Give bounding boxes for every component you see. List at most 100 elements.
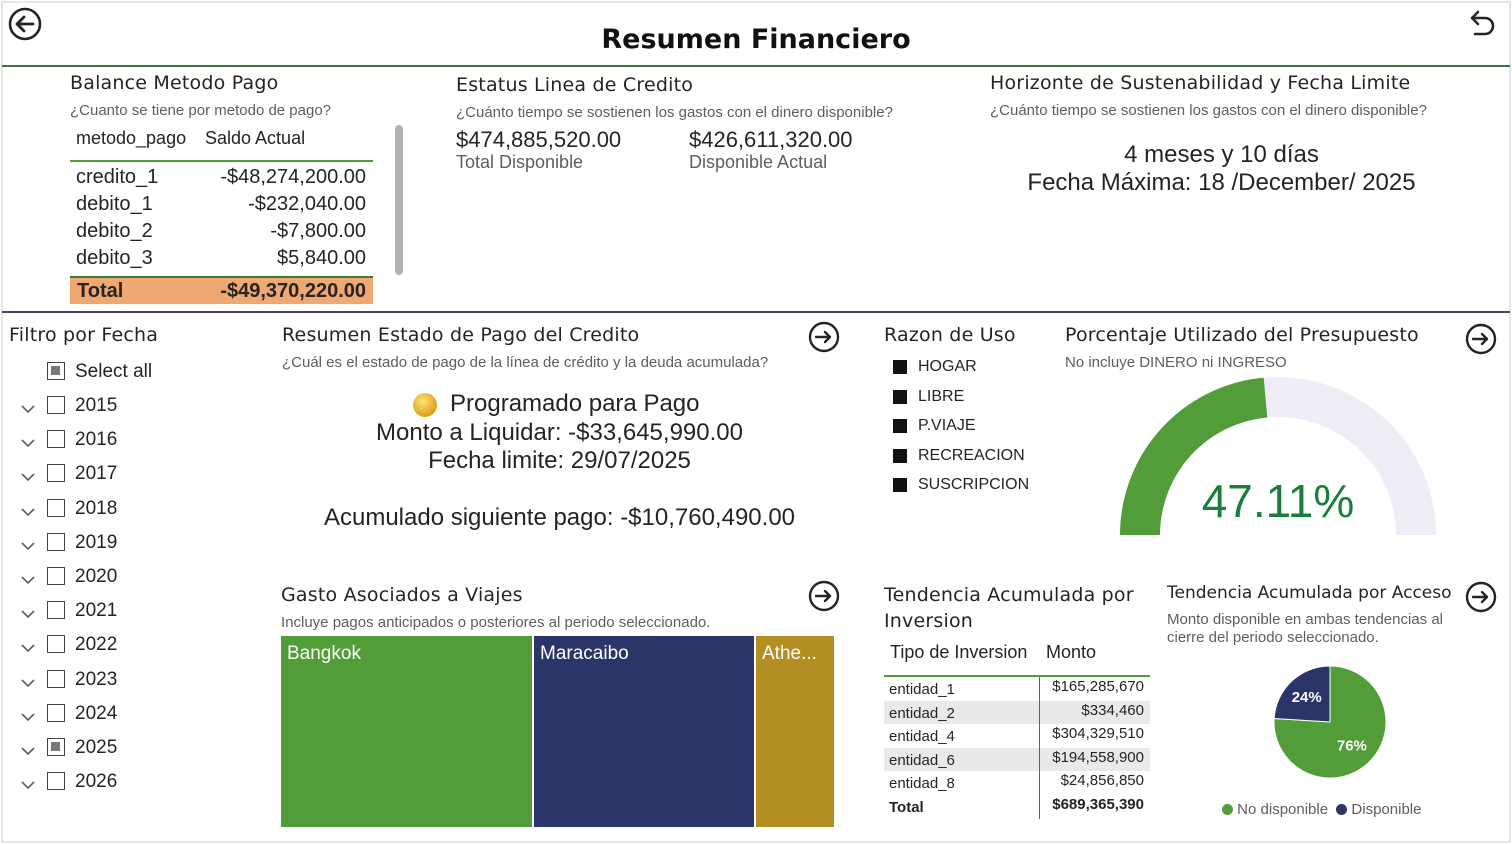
year-checkbox-2022[interactable] [47,635,65,654]
payment-status: Programado para Pago [450,390,700,417]
balance-col-metodo[interactable]: metodo_pago [76,128,187,148]
inversion-col-tipo[interactable]: Tipo de Inversion [890,642,1028,662]
pie-slice-1[interactable] [1273,665,1331,723]
treemap-cell-label: Maracaibo [540,643,629,664]
inversion-row[interactable]: entidad_1 $165,285,670 [884,677,1150,700]
legend-marker [893,419,907,433]
chevron-down-icon[interactable] [21,640,35,653]
presupuesto-title: Porcentaje Utilizado del Presupuesto [1065,324,1419,346]
gauge-fill [1120,377,1268,535]
select-all-checkbox[interactable] [47,362,65,380]
treemap-cell-1[interactable]: Maracaibo [534,636,754,827]
year-checkbox-2025[interactable] [47,738,65,756]
year-checkbox-2026[interactable] [47,772,65,791]
inversion-title-line1: Tendencia Acumulada por [884,584,1134,606]
balance-subtitle: ¿Cuanto se tiene por metodo de pago? [70,102,332,119]
balance-row[interactable]: credito_1 -$48,274,200.00 [70,166,373,193]
razon-item-pviaje[interactable]: P.VIAJE [918,417,976,434]
balance-row[interactable]: debito_2 -$7,800.00 [70,220,373,247]
chevron-down-icon[interactable] [21,743,35,756]
razon-item-recreacion[interactable]: RECREACION [918,446,1025,464]
razon-item-suscripcion[interactable]: SUSCRIPCION [918,476,1030,493]
year-label-2016: 2016 [75,429,118,451]
treemap-cell-label: Bangkok [287,643,361,664]
header: Resumen Financiero [0,0,1512,66]
chevron-down-icon[interactable] [21,538,35,550]
year-checkbox-2019[interactable] [47,532,65,551]
balance-row-metodo: debito_1 [76,193,153,215]
disponible-actual-label: Disponible Actual [689,152,828,172]
year-label-2015: 2015 [75,395,118,416]
chevron-down-icon[interactable] [21,435,35,448]
year-checkbox-2016[interactable] [47,430,65,449]
year-checkbox-2015[interactable] [47,396,65,414]
budget-gauge [1120,377,1436,535]
chevron-down-icon[interactable] [21,572,35,585]
estado-pago-subtitle: ¿Cuál es el estado de pago de la línea d… [282,354,769,371]
presupuesto-drill-icon[interactable] [1464,322,1498,356]
inversion-row-monto: $304,329,510 [1052,725,1144,743]
acceso-subtitle-line2: cierre del periodo seleccionado. [1167,629,1379,646]
chevron-down-icon[interactable] [21,675,35,687]
year-checkbox-2017[interactable] [47,464,65,483]
total-disponible-label: Total Disponible [456,152,584,172]
chevron-down-icon[interactable] [21,401,35,414]
header-rule [2,65,1510,67]
inversion-row[interactable]: entidad_6 $194,558,900 [884,747,1150,771]
undo-icon[interactable] [1463,6,1497,40]
viajes-drill-icon[interactable] [807,579,841,613]
year-label-2024: 2024 [75,702,118,724]
balance-total-row: Total -$49,370,220.00 [70,276,373,304]
balance-row[interactable]: debito_3 $5,840.00 [70,247,373,274]
presupuesto-subtitle: No incluye DINERO ni INGRESO [1065,354,1287,371]
acceso-legend: No disponible Disponible [1222,801,1421,818]
treemap-cell-2[interactable]: Athe... [756,636,834,827]
inversion-row[interactable]: entidad_2 $334,460 [884,700,1150,724]
razon-item-hogar[interactable]: HOGAR [918,358,977,375]
legend-no-disponible-marker [1222,804,1233,815]
year-checkbox-2020[interactable] [47,567,65,585]
treemap-cell-0[interactable]: Bangkok [281,636,532,827]
chevron-down-icon[interactable] [21,606,35,619]
year-checkbox-2023[interactable] [47,669,65,688]
balance-col-saldo[interactable]: Saldo Actual [205,128,306,148]
legend-marker [893,389,907,404]
razon-item-libre[interactable]: LIBRE [918,387,965,405]
total-disponible-value: $474,885,520.00 [456,127,622,152]
balance-row[interactable]: debito_1 -$232,040.00 [70,193,373,220]
inversion-row[interactable]: entidad_4 $304,329,510 [884,724,1150,748]
inversion-row[interactable]: entidad_8 $24,856,850 [884,771,1150,795]
balance-row-saldo: -$7,800.00 [270,220,366,242]
year-checkbox-2021[interactable] [47,601,65,620]
back-arrow-icon[interactable] [8,7,42,41]
balance-title: Balance Metodo Pago [70,72,279,94]
year-label-2023: 2023 [75,668,118,690]
balance-total-value: -$49,370,220.00 [220,280,366,302]
balance-table: metodo_pago Saldo Actual credito_1 -$48,2… [70,124,373,304]
estatus-subtitle: ¿Cuánto tiempo se sostienen los gastos c… [456,104,893,121]
balance-scrollbar[interactable] [395,125,403,275]
filtro-title: Filtro por Fecha [9,324,159,346]
inversion-col-divider [1039,677,1040,819]
page-title: Resumen Financiero [601,24,911,55]
inversion-col-monto[interactable]: Monto [1046,642,1097,662]
monto-liquidar: Monto a Liquidar: -$33,645,990.00 [376,419,743,446]
inversion-total-value: $689,365,390 [1052,796,1144,813]
chevron-down-icon[interactable] [21,504,35,516]
year-checkbox-2024[interactable] [47,703,65,722]
inversion-row-tipo: entidad_6 [889,751,955,769]
inversion-total-row: Total $689,365,390 [884,795,1150,818]
fecha-limite: Fecha limite: 29/07/2025 [428,447,691,474]
year-label-2025: 2025 [75,737,118,758]
balance-row-metodo: credito_1 [76,166,159,188]
inversion-row-monto: $334,460 [1081,701,1144,719]
estado-pago-drill-icon[interactable] [807,320,841,354]
year-checkbox-2018[interactable] [47,498,65,517]
acceso-drill-icon[interactable] [1464,580,1498,614]
horizonte-duration: 4 meses y 10 días [1124,141,1319,168]
chevron-down-icon[interactable] [21,469,35,482]
estatus-title: Estatus Linea de Credito [456,74,694,96]
chevron-down-icon[interactable] [21,709,35,721]
year-label-2026: 2026 [75,771,118,793]
chevron-down-icon[interactable] [21,777,35,790]
